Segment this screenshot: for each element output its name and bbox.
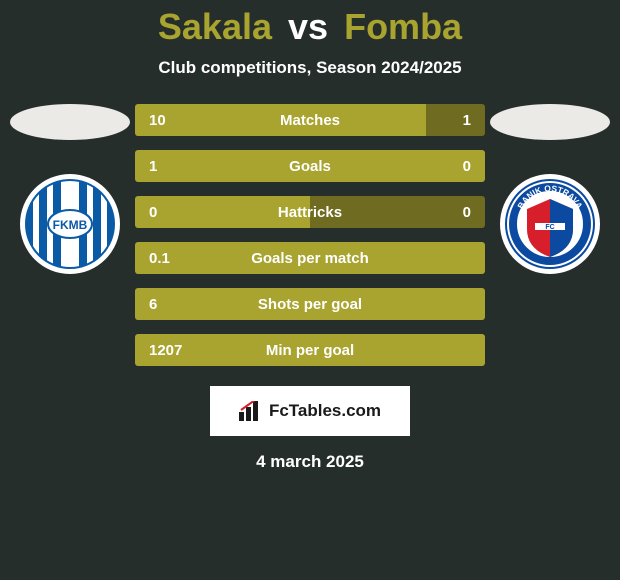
stat-value-right: 0 <box>435 204 485 221</box>
svg-text:FC: FC <box>545 224 554 231</box>
comparison-card: Sakala vs Fomba Club competitions, Seaso… <box>0 0 620 580</box>
stat-label: Shots per goal <box>185 296 435 313</box>
stat-value-right: 1 <box>435 112 485 129</box>
banik-ostrava-badge: BANIK OSTRAVA FC <box>500 174 600 274</box>
left-player-column: FKMB <box>10 104 130 274</box>
stat-label: Matches <box>185 112 435 129</box>
stat-value-left: 6 <box>135 296 185 313</box>
stat-value-left: 0 <box>135 204 185 221</box>
stat-value-left: 1 <box>135 158 185 175</box>
title-left-player: Sakala <box>158 6 272 47</box>
stat-value-left: 10 <box>135 112 185 129</box>
stat-row: 0Hattricks0 <box>135 196 485 228</box>
stat-label: Goals per match <box>185 250 435 267</box>
title-vs: vs <box>288 6 328 47</box>
stat-bars: 10Matches11Goals00Hattricks00.1Goals per… <box>130 104 490 366</box>
brand-footer-box: FcTables.com <box>210 386 410 436</box>
stat-value-right: 0 <box>435 158 485 175</box>
footer-date: 4 march 2025 <box>0 452 620 472</box>
stat-value-left: 0.1 <box>135 250 185 267</box>
stat-row: 1207Min per goal <box>135 334 485 366</box>
stat-row: 6Shots per goal <box>135 288 485 320</box>
banik-badge-icon: BANIK OSTRAVA FC <box>505 179 595 269</box>
right-player-column: BANIK OSTRAVA FC <box>490 104 610 274</box>
stat-row: 10Matches1 <box>135 104 485 136</box>
right-player-shadow-ellipse <box>490 104 610 140</box>
stat-label: Hattricks <box>185 204 435 221</box>
stat-value-left: 1207 <box>135 342 185 359</box>
stat-label: Min per goal <box>185 342 435 359</box>
subtitle: Club competitions, Season 2024/2025 <box>0 58 620 78</box>
comparison-body: FKMB 10Matches11Goals00Hattricks00.1Goal… <box>0 104 620 366</box>
fkmb-badge-icon: FKMB <box>25 179 115 269</box>
fkmb-club-badge: FKMB <box>20 174 120 274</box>
comparison-title: Sakala vs Fomba <box>0 6 620 48</box>
stat-row: 1Goals0 <box>135 150 485 182</box>
stat-row: 0.1Goals per match <box>135 242 485 274</box>
left-player-shadow-ellipse <box>10 104 130 140</box>
svg-text:FKMB: FKMB <box>53 218 88 232</box>
stat-label: Goals <box>185 158 435 175</box>
fctables-logo-icon <box>239 401 263 421</box>
title-right-player: Fomba <box>344 6 462 47</box>
brand-text: FcTables.com <box>269 401 381 421</box>
